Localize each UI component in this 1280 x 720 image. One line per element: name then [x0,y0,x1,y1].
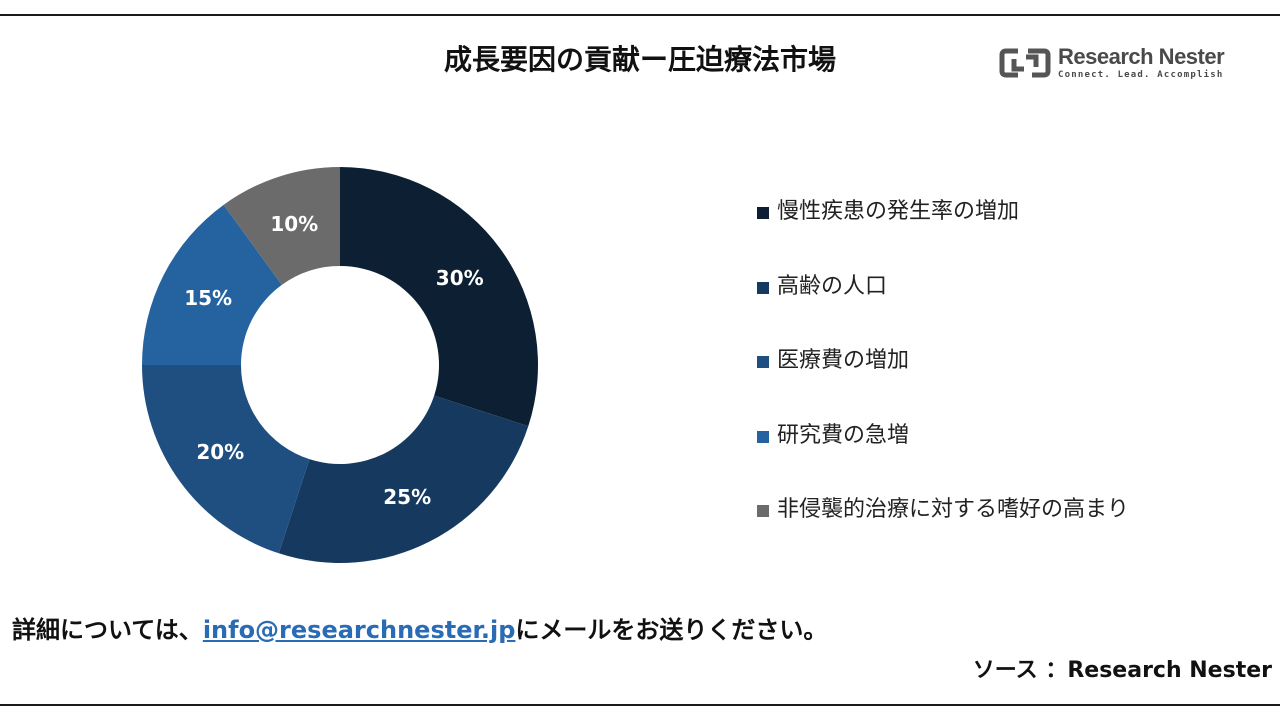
legend-label-1: 慢性疾患の発生率の増加 [777,199,1020,224]
contact-suffix: にメールをお送りください。 [515,616,828,644]
donut-slice-1 [340,167,538,427]
donut-slice-5 [223,167,340,285]
contact-line: 詳細については、info@researchnester.jpにメールをお送りくだ… [12,610,827,645]
slice-label-1: 30% [436,266,484,290]
donut-chart: 30% 25% 20% 15% 10% [142,167,538,563]
legend-swatch-2 [757,281,769,294]
research-nester-logo: Research Nester Connect. Lead. Accomplis… [998,44,1238,84]
logo-mark-icon [999,48,1051,78]
donut-slice-2 [278,395,529,563]
bottom-rule [0,704,1280,706]
logo-tagline: Connect. Lead. Accomplish [1058,70,1224,80]
legend-swatch-1 [757,207,769,219]
source-credit: ソース ：Research Nester [972,658,1272,683]
donut-slice-4 [142,204,282,365]
legend-label-4: 研究費の急増 [777,422,910,448]
legend-label-5: 非侵襲的治療に対する嗜好の高まり [777,497,1130,522]
contact-email-link[interactable]: info@researchnester.jp [202,616,516,644]
top-rule [0,14,1280,16]
legend-swatch-3 [757,356,769,368]
chart-title: 成長要因の貢献ー圧迫療法市場 [443,43,836,76]
contact-prefix: 詳細については、 [12,616,203,644]
logo-name: Research Nester [1058,44,1225,69]
legend-label-3: 医療費の増加 [777,348,910,373]
slice-label-5: 10% [270,212,318,236]
donut-slice-3 [142,365,310,554]
slice-label-3: 20% [196,440,244,464]
legend-label-2: 高齢の人口 [777,273,888,299]
legend-swatch-5 [757,505,769,517]
slice-label-2: 25% [383,485,431,509]
slice-label-4: 15% [184,286,232,310]
legend-swatch-4 [757,430,769,443]
